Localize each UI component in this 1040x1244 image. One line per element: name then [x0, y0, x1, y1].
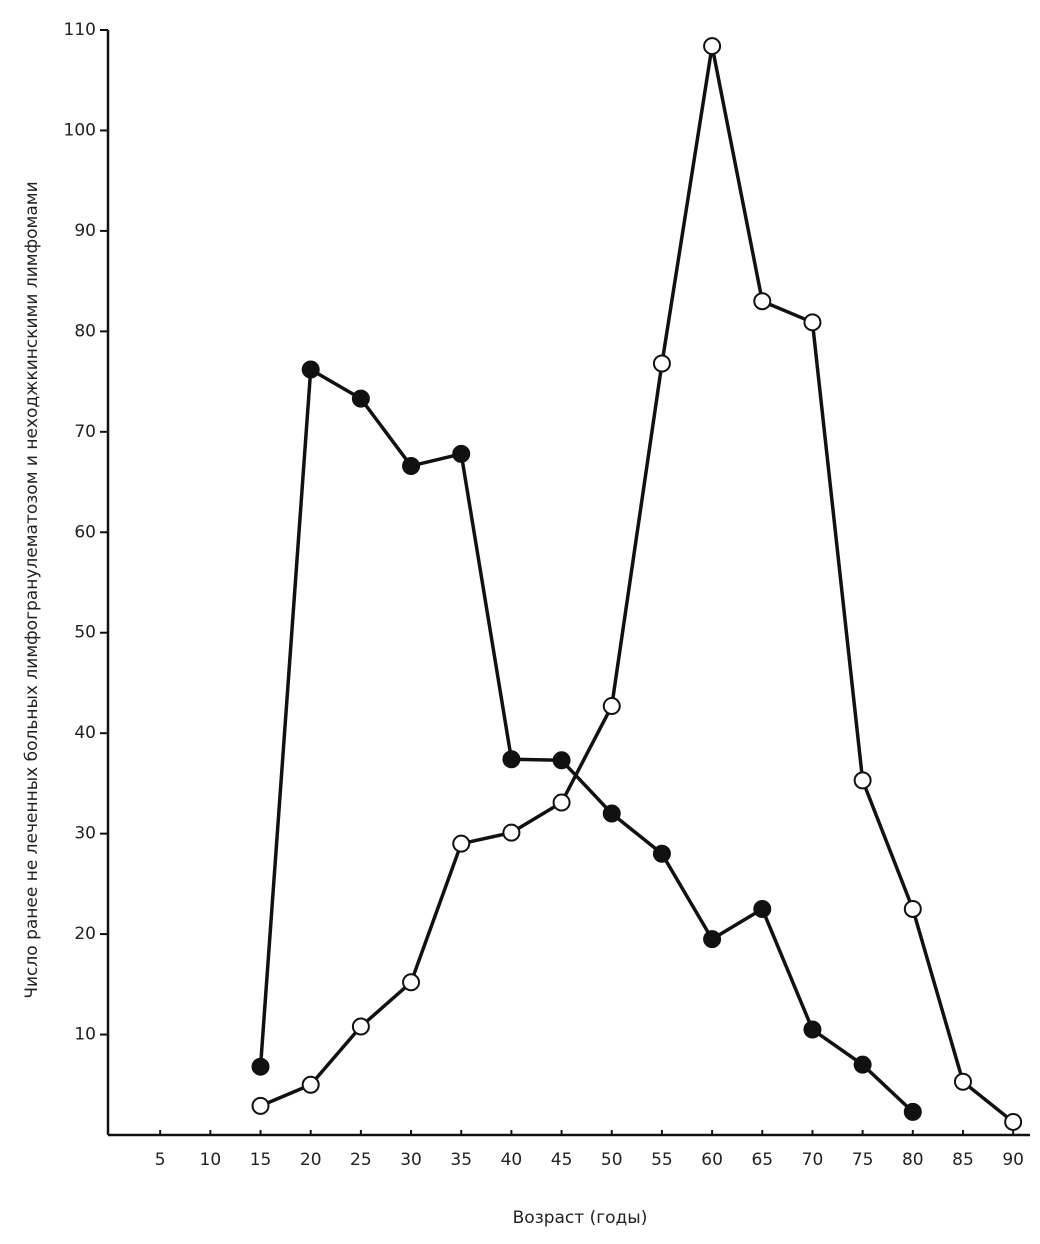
- series-line: [258, 367, 914, 1114]
- y-tick-label: 10: [74, 1025, 96, 1045]
- data-point: [753, 899, 772, 918]
- data-point: [402, 456, 421, 475]
- x-tick-label: 90: [1002, 1150, 1024, 1170]
- x-tick-label: 5: [155, 1150, 166, 1170]
- data-point: [853, 771, 872, 790]
- y-tick-label: 100: [64, 120, 96, 140]
- x-tick-label: 55: [651, 1150, 673, 1170]
- data-point: [903, 899, 922, 918]
- x-tick-label: 25: [350, 1150, 372, 1170]
- x-tick-label: 30: [400, 1150, 422, 1170]
- data-point: [703, 930, 722, 949]
- x-tick-label: 70: [802, 1150, 824, 1170]
- data-point: [402, 973, 421, 992]
- y-tick-label: 20: [74, 924, 96, 944]
- x-tick-label: 10: [200, 1150, 222, 1170]
- y-tick-label: 30: [74, 824, 96, 844]
- x-axis-label: Возраст (годы): [513, 1208, 648, 1228]
- data-point: [703, 37, 722, 56]
- data-point: [803, 313, 822, 332]
- data-point: [351, 389, 370, 408]
- data-point: [652, 354, 671, 373]
- x-tick-label: 80: [902, 1150, 924, 1170]
- x-tick-label: 60: [701, 1150, 723, 1170]
- data-point: [652, 844, 671, 863]
- data-point: [853, 1055, 872, 1074]
- y-tick-label: 80: [74, 321, 96, 341]
- data-point: [301, 360, 320, 379]
- data-point: [903, 1102, 922, 1121]
- data-point: [251, 1096, 270, 1115]
- data-point: [602, 697, 621, 716]
- x-tick-label: 15: [250, 1150, 272, 1170]
- x-tick-label: 50: [601, 1150, 623, 1170]
- y-tick-label: 70: [74, 422, 96, 442]
- data-point: [1004, 1112, 1023, 1131]
- y-tick-label: 60: [74, 522, 96, 542]
- data-point: [251, 1057, 270, 1076]
- x-tick-label: 85: [952, 1150, 974, 1170]
- data-point: [953, 1072, 972, 1091]
- y-tick-label: 50: [74, 623, 96, 643]
- y-tick-label: 40: [74, 723, 96, 743]
- data-point: [803, 1020, 822, 1039]
- x-tick-label: 65: [751, 1150, 773, 1170]
- x-tick-label: 20: [300, 1150, 322, 1170]
- x-tick-label: 40: [501, 1150, 523, 1170]
- data-point: [502, 750, 521, 769]
- data-point: [602, 804, 621, 823]
- x-tick-label: 35: [450, 1150, 472, 1170]
- data-point: [502, 823, 521, 842]
- y-tick-label: 90: [74, 221, 96, 241]
- data-point: [301, 1075, 320, 1094]
- data-point: [452, 834, 471, 853]
- data-point: [452, 444, 471, 463]
- series-line: [259, 44, 1015, 1124]
- y-axis-label: Число ранее не леченных больных лимфогра…: [22, 181, 42, 998]
- y-tick-label: 110: [64, 20, 96, 40]
- data-point: [753, 292, 772, 311]
- x-tick-label: 45: [551, 1150, 573, 1170]
- data-point: [552, 751, 571, 770]
- data-point: [552, 793, 571, 812]
- x-tick-label: 75: [852, 1150, 874, 1170]
- data-point: [351, 1017, 370, 1036]
